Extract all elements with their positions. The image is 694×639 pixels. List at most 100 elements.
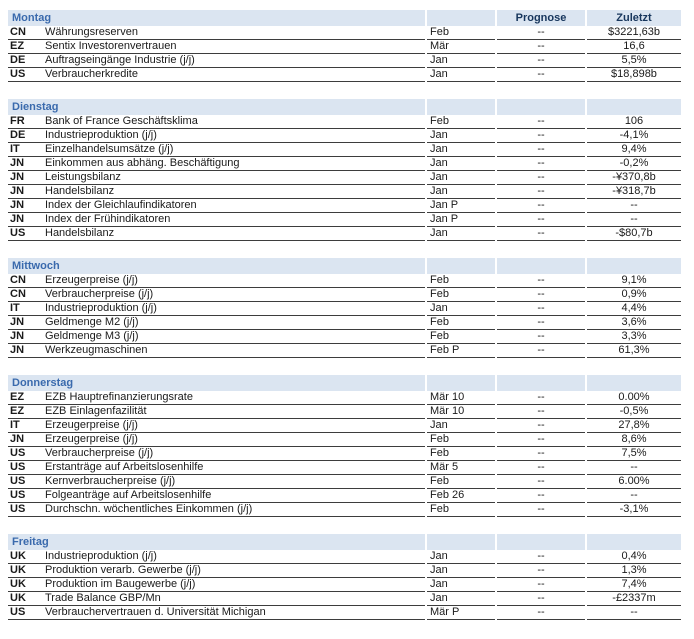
country-code: UK — [10, 592, 26, 604]
day-header-main-cell: Donnerstag — [8, 375, 425, 391]
table-row: US Handelsbilanz Jan -- -$80,7b — [8, 227, 681, 241]
country-code: US — [10, 475, 26, 487]
day-header-row: Montag Prognose Zuletzt — [8, 10, 681, 26]
event-cell: CN Verbraucherpreise (j/j) — [8, 288, 425, 302]
zuletzt-value: 4,4% — [587, 302, 681, 316]
event-name: Einzelhandelsumsätze (j/j) — [45, 143, 174, 155]
country-code: FR — [10, 115, 25, 127]
event-name: Verbraucherpreise (j/j) — [45, 288, 154, 300]
prognose-value: -- — [497, 213, 585, 227]
prognose-value: -- — [497, 503, 585, 517]
prognose-value: -- — [497, 26, 585, 40]
period-value: Feb 26 — [427, 489, 495, 503]
day-header-main-cell: Dienstag — [8, 99, 425, 115]
event-name: Kernverbraucherpreise (j/j) — [45, 475, 176, 487]
zuletzt-value: -4,1% — [587, 129, 681, 143]
prognose-value: -- — [497, 391, 585, 405]
header-period-cell — [427, 10, 495, 26]
event-name: Durchschn. wöchentliches Einkommen (j/j) — [45, 503, 253, 515]
period-value: Feb — [427, 288, 495, 302]
event-name: Geldmenge M3 (j/j) — [45, 330, 139, 342]
period-value: Mär — [427, 40, 495, 54]
country-code: JN — [10, 344, 25, 356]
event-cell: US Handelsbilanz — [8, 227, 425, 241]
day-label: Freitag — [12, 536, 49, 548]
period-value: Feb — [427, 475, 495, 489]
period-value: Jan — [427, 157, 495, 171]
period-value: Jan — [427, 564, 495, 578]
event-name: Erzeugerpreise (j/j) — [45, 433, 138, 445]
table-row: US Erstanträge auf Arbeitslosenhilfe Mär… — [8, 461, 681, 475]
day-header-row: Donnerstag — [8, 375, 681, 391]
header-prognose-label — [497, 258, 585, 274]
event-cell: JN Handelsbilanz — [8, 185, 425, 199]
period-value: Jan — [427, 592, 495, 606]
country-code: US — [10, 503, 26, 515]
zuletzt-value: -- — [587, 489, 681, 503]
zuletzt-value: 106 — [587, 115, 681, 129]
table-row: IT Einzelhandelsumsätze (j/j) Jan -- 9,4… — [8, 143, 681, 157]
event-cell: EZ Sentix Investorenvertrauen — [8, 40, 425, 54]
table-row: US Verbrauchervertrauen d. Universität M… — [8, 606, 681, 620]
header-period-cell — [427, 534, 495, 550]
period-value: Feb P — [427, 344, 495, 358]
day-label: Mittwoch — [12, 260, 60, 272]
country-code: CN — [10, 288, 26, 300]
event-cell: FR Bank of France Geschäftsklima — [8, 115, 425, 129]
prognose-value: -- — [497, 302, 585, 316]
event-cell: JN Einkommen aus abhäng. Beschäftigung — [8, 157, 425, 171]
event-cell: US Folgeanträge auf Arbeitslosenhilfe — [8, 489, 425, 503]
event-cell: EZ EZB Hauptrefinanzierungsrate — [8, 391, 425, 405]
table-row: US Folgeanträge auf Arbeitslosenhilfe Fe… — [8, 489, 681, 503]
header-zuletzt-label — [587, 258, 681, 274]
event-name: Produktion im Baugewerbe (j/j) — [45, 578, 196, 590]
event-cell: EZ EZB Einlagenfazilität — [8, 405, 425, 419]
event-cell: JN Index der Frühindikatoren — [8, 213, 425, 227]
header-period-cell — [427, 258, 495, 274]
event-name: Erzeugerpreise (j/j) — [45, 274, 138, 286]
table-row: JN Erzeugerpreise (j/j) Feb -- 8,6% — [8, 433, 681, 447]
country-code: JN — [10, 199, 25, 211]
table-row: FR Bank of France Geschäftsklima Feb -- … — [8, 115, 681, 129]
zuletzt-value: 7,5% — [587, 447, 681, 461]
table-row: US Verbraucherpreise (j/j) Feb -- 7,5% — [8, 447, 681, 461]
zuletzt-value: $3221,63b — [587, 26, 681, 40]
prognose-value: -- — [497, 433, 585, 447]
event-cell: UK Produktion im Baugewerbe (j/j) — [8, 578, 425, 592]
event-name: Werkzeugmaschinen — [45, 344, 148, 356]
prognose-value: -- — [497, 129, 585, 143]
event-cell: JN Leistungsbilanz — [8, 171, 425, 185]
event-name: Industrieproduktion (j/j) — [45, 302, 157, 314]
day-label: Dienstag — [12, 101, 59, 113]
event-cell: JN Werkzeugmaschinen — [8, 344, 425, 358]
zuletzt-value: -¥318,7b — [587, 185, 681, 199]
event-name: Index der Frühindikatoren — [45, 213, 171, 225]
table-row: UK Produktion im Baugewerbe (j/j) Jan --… — [8, 578, 681, 592]
table-row: EZ Sentix Investorenvertrauen Mär -- 16,… — [8, 40, 681, 54]
table-row: US Kernverbraucherpreise (j/j) Feb -- 6.… — [8, 475, 681, 489]
zuletzt-value: 6.00% — [587, 475, 681, 489]
event-cell: JN Geldmenge M2 (j/j) — [8, 316, 425, 330]
country-code: DE — [10, 129, 26, 141]
period-value: Jan — [427, 54, 495, 68]
prognose-value: -- — [497, 592, 585, 606]
event-cell: IT Erzeugerpreise (j/j) — [8, 419, 425, 433]
event-cell: US Erstanträge auf Arbeitslosenhilfe — [8, 461, 425, 475]
table-row: CN Währungsreserven Feb -- $3221,63b — [8, 26, 681, 40]
period-value: Jan — [427, 302, 495, 316]
zuletzt-value: -£2337m — [587, 592, 681, 606]
table-row: JN Handelsbilanz Jan -- -¥318,7b — [8, 185, 681, 199]
day-section: Freitag UK Industrieproduktion (j/j) Jan… — [8, 534, 681, 620]
country-code: US — [10, 461, 26, 473]
country-code: US — [10, 447, 26, 459]
prognose-value: -- — [497, 606, 585, 620]
event-name: Verbrauchervertrauen d. Universität Mich… — [45, 606, 266, 618]
country-code: JN — [10, 330, 25, 342]
country-code: US — [10, 489, 26, 501]
event-cell: CN Währungsreserven — [8, 26, 425, 40]
header-period-cell — [427, 99, 495, 115]
prognose-value: -- — [497, 274, 585, 288]
event-name: Sentix Investorenvertrauen — [45, 40, 177, 52]
prognose-value: -- — [497, 461, 585, 475]
country-code: IT — [10, 302, 20, 314]
